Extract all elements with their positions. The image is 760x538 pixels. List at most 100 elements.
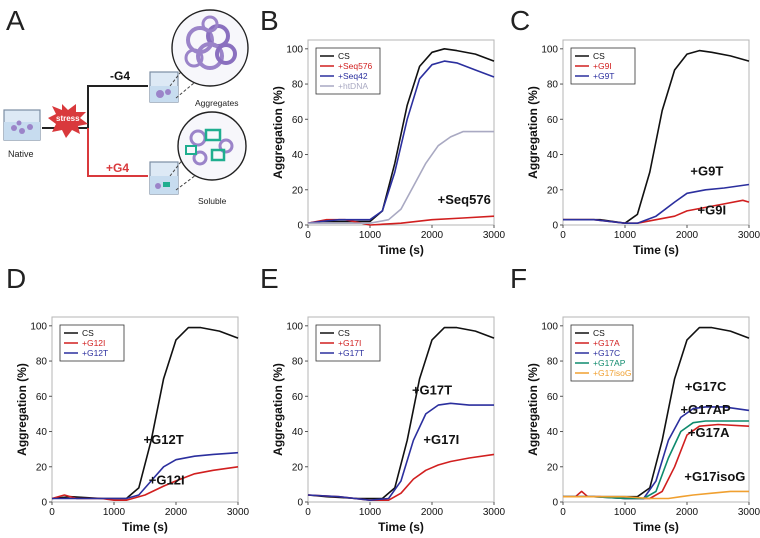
y-tick-label: 0 bbox=[41, 498, 47, 509]
annotation-label: +G17isoG bbox=[684, 469, 745, 484]
y-tick-label: 100 bbox=[286, 44, 303, 55]
x-tick-label: 1000 bbox=[614, 230, 637, 241]
y-tick-label: 60 bbox=[547, 115, 559, 126]
x-tick-label: 0 bbox=[49, 507, 55, 518]
x-tick-label: 2000 bbox=[421, 507, 444, 518]
y-tick-label: 40 bbox=[36, 427, 48, 438]
y-tick-label: 0 bbox=[297, 498, 303, 509]
y-tick-label: 80 bbox=[36, 357, 48, 368]
series-line-g17ap bbox=[563, 420, 749, 500]
legend-label: +G17C bbox=[593, 348, 620, 358]
legend-label: +G12T bbox=[82, 348, 108, 358]
x-tick-label: 0 bbox=[305, 507, 311, 518]
legend-label: CS bbox=[338, 328, 350, 338]
y-tick-label: 100 bbox=[286, 321, 303, 332]
x-tick-label: 2000 bbox=[165, 507, 188, 518]
y-tick-label: 100 bbox=[541, 44, 558, 55]
y-tick-label: 20 bbox=[547, 462, 559, 473]
x-tick-label: 1000 bbox=[614, 507, 637, 518]
annotation-label: +G17I bbox=[423, 432, 459, 447]
legend-label: +G17A bbox=[593, 338, 620, 348]
y-tick-label: 20 bbox=[36, 462, 48, 473]
y-tick-label: 80 bbox=[547, 80, 559, 91]
legend-label: CS bbox=[338, 51, 350, 61]
plus-g4-label: +G4 bbox=[106, 161, 129, 175]
x-tick-label: 2000 bbox=[676, 507, 699, 518]
y-tick-label: 100 bbox=[541, 321, 558, 332]
legend-label: +G17T bbox=[338, 348, 364, 358]
y-tick-label: 100 bbox=[30, 321, 47, 332]
panel-letter: F bbox=[510, 263, 527, 294]
x-tick-label: 3000 bbox=[738, 230, 760, 241]
minus-g4-label: -G4 bbox=[110, 69, 130, 83]
stress-label: stress bbox=[56, 114, 80, 123]
annotation-label: +G9I bbox=[698, 202, 727, 217]
series-line-seq576 bbox=[307, 215, 495, 226]
y-tick-label: 0 bbox=[552, 221, 558, 232]
x-tick-label: 2000 bbox=[676, 230, 699, 241]
panel-letter: D bbox=[6, 263, 26, 294]
y-tick-label: 60 bbox=[292, 115, 304, 126]
y-axis-label: Aggregation (%) bbox=[15, 363, 29, 456]
legend-label: +G9T bbox=[593, 71, 615, 81]
panel-letter: E bbox=[260, 263, 279, 294]
x-tick-label: 0 bbox=[305, 230, 311, 241]
series-line-g9t bbox=[563, 183, 750, 224]
x-axis-label: Time (s) bbox=[633, 243, 679, 257]
x-tick-label: 3000 bbox=[483, 230, 506, 241]
soluble-label: Soluble bbox=[198, 196, 227, 206]
y-tick-label: 80 bbox=[547, 357, 559, 368]
aggregates-beaker-icon bbox=[149, 59, 201, 103]
x-axis-label: Time (s) bbox=[122, 520, 168, 534]
x-tick-label: 0 bbox=[560, 507, 566, 518]
plus-g4-branch bbox=[87, 128, 148, 177]
x-tick-label: 3000 bbox=[483, 507, 506, 518]
x-tick-label: 1000 bbox=[103, 507, 126, 518]
panel-letter: B bbox=[260, 5, 279, 36]
x-tick-label: 2000 bbox=[421, 230, 444, 241]
x-tick-label: 3000 bbox=[738, 507, 760, 518]
panel-letter-a: A bbox=[6, 5, 25, 36]
legend-label: +Seq576 bbox=[338, 61, 373, 71]
native-label: Native bbox=[8, 149, 34, 159]
y-tick-label: 20 bbox=[547, 185, 559, 196]
legend-label: +G12I bbox=[82, 338, 105, 348]
annotation-label: +G12I bbox=[149, 472, 185, 487]
x-axis-label: Time (s) bbox=[633, 520, 679, 534]
legend-label: +G17AP bbox=[593, 358, 626, 368]
x-axis-label: Time (s) bbox=[378, 243, 424, 257]
y-axis-label: Aggregation (%) bbox=[271, 86, 285, 179]
annotation-label: +G17C bbox=[685, 379, 727, 394]
y-tick-label: 0 bbox=[297, 221, 303, 232]
series-line-cs bbox=[307, 47, 495, 224]
annotation-label: +G17A bbox=[688, 425, 730, 440]
y-tick-label: 20 bbox=[292, 462, 304, 473]
legend-label: CS bbox=[593, 328, 605, 338]
legend-label: +G9I bbox=[593, 61, 612, 71]
y-tick-label: 40 bbox=[547, 150, 559, 161]
legend-label: +G17isoG bbox=[593, 368, 632, 378]
series-line-seq42 bbox=[307, 60, 495, 224]
x-tick-label: 0 bbox=[560, 230, 566, 241]
y-tick-label: 40 bbox=[292, 150, 304, 161]
y-axis-label: Aggregation (%) bbox=[271, 363, 285, 456]
annotation-label: +G12T bbox=[144, 432, 184, 447]
y-tick-label: 40 bbox=[292, 427, 304, 438]
y-axis-label: Aggregation (%) bbox=[526, 86, 540, 179]
aggregates-label: Aggregates bbox=[195, 98, 238, 108]
soluble-magnified-icon bbox=[177, 111, 247, 181]
x-tick-label: 1000 bbox=[359, 507, 382, 518]
y-tick-label: 60 bbox=[292, 392, 304, 403]
y-tick-label: 20 bbox=[292, 185, 304, 196]
series-line-g17t bbox=[307, 402, 494, 502]
series-line-g17isog bbox=[563, 490, 749, 500]
y-tick-label: 60 bbox=[36, 392, 48, 403]
y-tick-label: 0 bbox=[552, 498, 558, 509]
panel-a-schematic: A Native stress -G4 +G4 bbox=[3, 5, 249, 206]
